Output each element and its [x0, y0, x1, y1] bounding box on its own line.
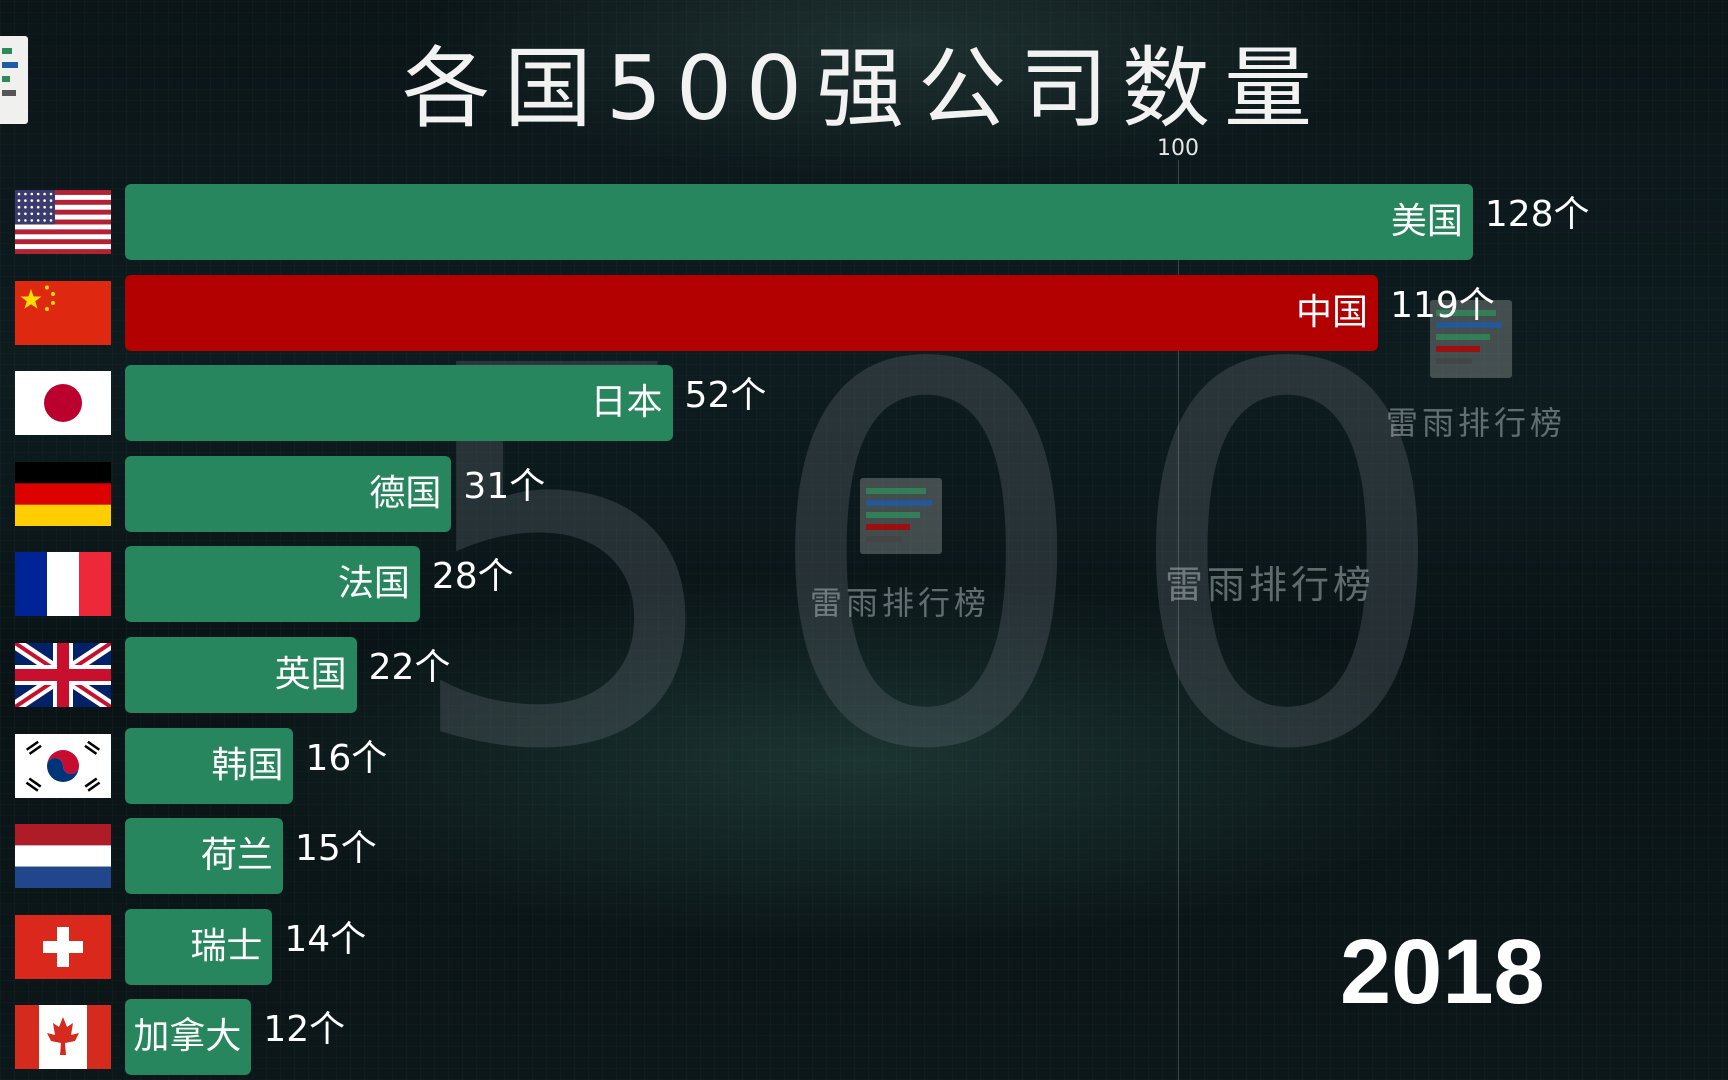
bar-category-label: 韩国	[211, 744, 284, 786]
bar-category-label: 加拿大	[133, 1016, 242, 1058]
bar-category-label: 英国	[274, 654, 347, 695]
bar: 英国	[125, 637, 357, 713]
canada-flag-icon	[15, 1005, 111, 1070]
bar: 韩国	[125, 727, 294, 804]
bar-category-label: 瑞士	[190, 925, 263, 967]
bar: 瑞士	[125, 908, 273, 985]
germany-flag-icon	[15, 461, 111, 526]
bar-value-label: 15个	[294, 828, 377, 870]
bar-value-label: 128个	[1484, 194, 1590, 235]
france-flag-icon	[15, 552, 111, 617]
watermark-logo-icon	[1430, 300, 1512, 378]
x-gridline	[1178, 160, 1179, 1080]
usa-flag-icon	[15, 190, 111, 254]
watermark-text: 雷雨排行榜	[809, 584, 990, 622]
watermark-text: 雷雨排行榜	[1164, 563, 1375, 607]
bar-value-label: 14个	[284, 918, 367, 960]
bar-value-label: 16个	[305, 737, 388, 779]
watermark-text: 雷雨排行榜	[1385, 404, 1566, 442]
bar-value-label: 31个	[463, 465, 546, 507]
bar: 美国	[125, 184, 1473, 260]
bar: 日本	[125, 365, 673, 442]
bar-value-label: 12个	[263, 1009, 346, 1051]
bar-category-label: 德国	[369, 472, 442, 514]
x-tick-label: 100	[1157, 136, 1199, 161]
bar-category-label: 日本	[590, 382, 663, 424]
bar-category-label: 美国	[1390, 201, 1463, 242]
bar-value-label: 119个	[1390, 284, 1495, 326]
bar-value-label: 52个	[684, 375, 767, 417]
bar: 中国	[125, 274, 1379, 351]
bar-category-label: 荷兰	[200, 835, 273, 877]
bar-category-label: 中国	[1296, 291, 1369, 333]
bar: 法国	[125, 546, 420, 623]
watermark-logo-icon	[860, 478, 942, 554]
bar: 德国	[125, 455, 452, 532]
switzerland-flag-icon	[15, 914, 111, 979]
bar-value-label: 22个	[368, 647, 451, 688]
south-korea-flag-icon	[15, 733, 111, 798]
bar: 加拿大	[125, 999, 252, 1076]
year-label: 2018	[1340, 921, 1545, 1023]
bar-category-label: 法国	[337, 563, 410, 605]
japan-flag-icon	[15, 371, 111, 436]
corner-logo-icon	[0, 36, 28, 124]
bar-value-label: 28个	[431, 556, 514, 598]
netherlands-flag-icon	[15, 824, 111, 889]
uk-flag-icon	[15, 643, 111, 707]
chart-title: 各国500强公司数量	[402, 37, 1326, 140]
china-flag-icon	[15, 280, 111, 345]
bar: 荷兰	[125, 818, 283, 895]
